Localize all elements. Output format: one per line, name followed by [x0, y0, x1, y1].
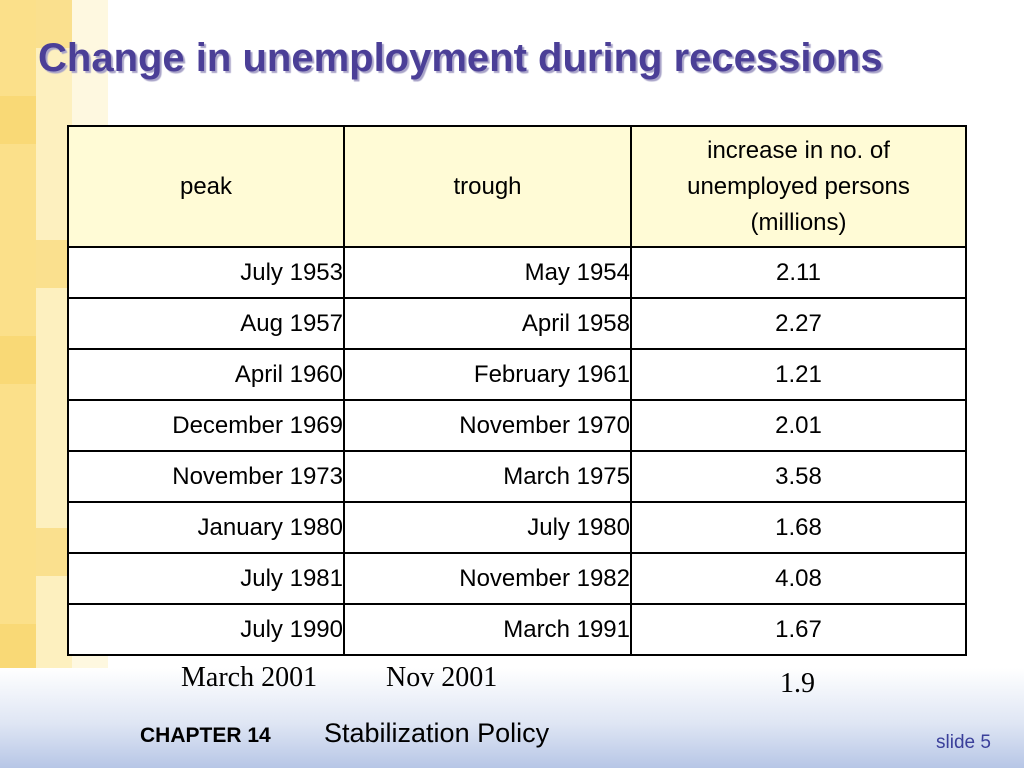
header-peak: peak: [67, 125, 345, 248]
table-row: July 1953 May 1954 2.11: [67, 246, 967, 299]
footer-subject: Stabilization Policy: [324, 718, 550, 748]
cell-trough: March 1975: [343, 450, 632, 503]
cell-peak: December 1969: [67, 399, 345, 452]
footer-band: [0, 668, 1024, 768]
cell-peak: July 1981: [67, 552, 345, 605]
cell-peak: July 1953: [67, 246, 345, 299]
header-trough: trough: [343, 125, 632, 248]
table-row: July 1981 November 1982 4.08: [67, 552, 967, 605]
cell-increase: 3.58: [630, 450, 967, 503]
slide-title: Change in unemployment during recessions: [38, 36, 883, 80]
extra-peak: March 2001: [181, 662, 318, 693]
cell-trough: April 1958: [343, 297, 632, 350]
cell-trough: March 1991: [343, 603, 632, 656]
recession-table: peak trough increase in no. of unemploye…: [67, 125, 967, 656]
cell-peak: April 1960: [67, 348, 345, 401]
cell-increase: 1.67: [630, 603, 967, 656]
cell-trough: February 1961: [343, 348, 632, 401]
header-increase: increase in no. of unemployed persons (m…: [630, 125, 967, 248]
table-row: July 1990 March 1991 1.67: [67, 603, 967, 656]
cell-increase: 2.01: [630, 399, 967, 452]
cell-trough: November 1982: [343, 552, 632, 605]
table-header-row: peak trough increase in no. of unemploye…: [67, 125, 967, 248]
cell-increase: 2.27: [630, 297, 967, 350]
extra-increase: 1.9: [780, 668, 815, 699]
cell-trough: July 1980: [343, 501, 632, 554]
extra-trough: Nov 2001: [386, 662, 498, 693]
table-row: Aug 1957 April 1958 2.27: [67, 297, 967, 350]
cell-trough: November 1970: [343, 399, 632, 452]
cell-increase: 1.68: [630, 501, 967, 554]
table-row: January 1980 July 1980 1.68: [67, 501, 967, 554]
cell-increase: 2.11: [630, 246, 967, 299]
table-row: November 1973 March 1975 3.58: [67, 450, 967, 503]
cell-trough: May 1954: [343, 246, 632, 299]
cell-peak: January 1980: [67, 501, 345, 554]
table-row: April 1960 February 1961 1.21: [67, 348, 967, 401]
cell-peak: November 1973: [67, 450, 345, 503]
cell-increase: 1.21: [630, 348, 967, 401]
cell-peak: July 1990: [67, 603, 345, 656]
footer-chapter: CHAPTER 14: [140, 724, 271, 747]
cell-peak: Aug 1957: [67, 297, 345, 350]
cell-increase: 4.08: [630, 552, 967, 605]
slide-number: slide 5: [936, 732, 991, 753]
table-row: December 1969 November 1970 2.01: [67, 399, 967, 452]
